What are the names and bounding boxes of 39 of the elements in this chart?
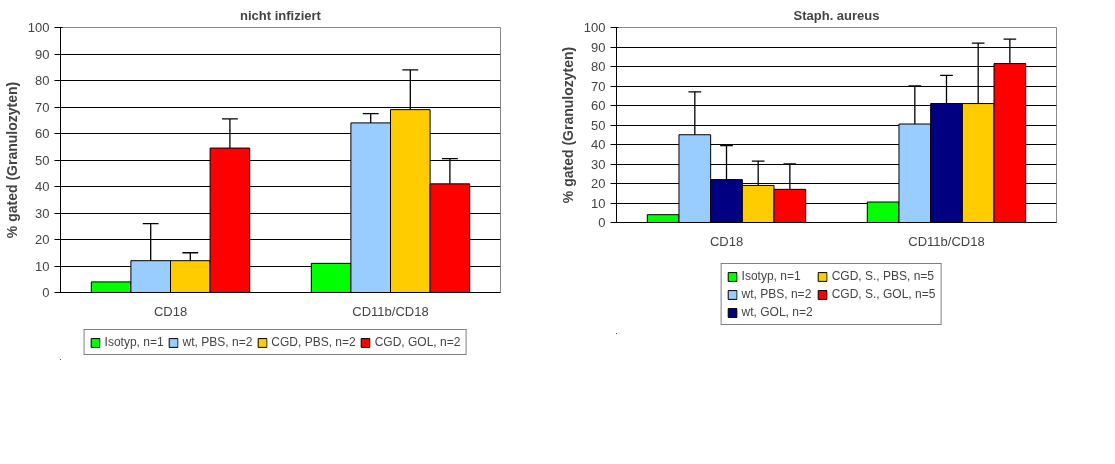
y-tick-label: 50 — [591, 117, 606, 133]
y-tick-label: 10 — [35, 258, 50, 274]
legend-label: CGD, S., GOL, n=5 — [831, 287, 936, 301]
y-tick-label: 20 — [35, 232, 50, 247]
chart-title: nicht infiziert — [240, 7, 322, 23]
legend-label: wt, PBS, n=2 — [182, 335, 253, 349]
legend-label: Isotyp, n=1 — [104, 335, 164, 349]
legend-label: CGD, S., PBS, n=5 — [831, 269, 935, 283]
chart-title: Staph. aureus — [793, 7, 880, 23]
y-tick-label: 40 — [35, 179, 50, 194]
y-tick-label: 10 — [591, 195, 606, 211]
y-tick-label: 0 — [598, 215, 606, 230]
y-tick-label: 80 — [591, 59, 606, 74]
y-axis-title: % gated (Granulozyten) — [559, 46, 576, 204]
x-tick-label: CD18 — [709, 233, 744, 249]
y-tick-label: 20 — [591, 176, 606, 191]
y-tick-label: 100 — [27, 20, 50, 35]
y-tick-label: 100 — [583, 20, 606, 35]
y-tick-label: 60 — [591, 98, 606, 113]
x-tick-label: CD11b/CD18 — [908, 233, 985, 249]
y-tick-label: 90 — [35, 46, 50, 62]
y-tick-label: 50 — [35, 152, 50, 168]
x-tick-label: CD11b/CD18 — [352, 303, 429, 319]
y-tick-label: 60 — [35, 126, 50, 141]
legend-label: CGD, GOL, n=2 — [374, 335, 461, 349]
y-tick-label: 80 — [35, 73, 50, 88]
legend-label: Isotyp, n=1 — [741, 269, 801, 283]
y-axis-title: % gated (Granulozyten) — [3, 81, 20, 239]
legend-label: wt, PBS, n=2 — [741, 287, 812, 301]
y-tick-label: 30 — [35, 205, 50, 221]
y-tick-label: 70 — [591, 78, 606, 94]
y-tick-label: 90 — [591, 39, 606, 55]
y-tick-label: 70 — [35, 99, 50, 115]
legend-label: CGD, PBS, n=2 — [271, 335, 356, 349]
legend-label: wt, GOL, n=2 — [741, 305, 813, 319]
y-tick-label: 40 — [591, 137, 606, 152]
x-tick-label: CD18 — [153, 303, 188, 319]
y-tick-label: 30 — [591, 156, 606, 172]
y-tick-label: 0 — [42, 285, 50, 300]
